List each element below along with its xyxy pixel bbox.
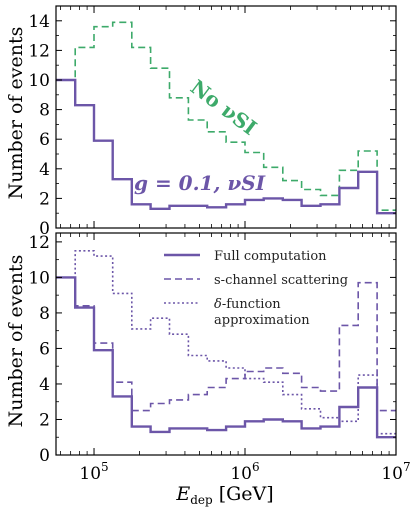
y-tick-label: 14 xyxy=(28,12,50,32)
x-tick-label: 106 xyxy=(230,460,259,484)
bottom-y-axis-title: Number of events xyxy=(5,255,27,428)
plot-frame xyxy=(55,5,397,229)
legend-label-1: s-channel scattering xyxy=(214,273,348,288)
y-tick-label: 0 xyxy=(39,219,50,239)
y-tick-label: 0 xyxy=(39,446,50,466)
x-axis-title: Edep [GeV] xyxy=(175,483,273,507)
legend-label-2: δ-function approximation xyxy=(214,297,310,328)
y-tick-label: 6 xyxy=(39,130,50,150)
x-tick-label: 105 xyxy=(79,460,108,484)
y-tick-label: 2 xyxy=(39,189,50,209)
y-tick-label: 8 xyxy=(39,304,50,324)
y-tick-label: 6 xyxy=(39,339,50,359)
top-panel: 0 2 4 6 8 10 12 14 xyxy=(28,5,397,239)
legend: Full computation s-channel scattering δ-fu… xyxy=(164,249,348,328)
y-tick-label: 8 xyxy=(39,101,50,121)
plot-frame xyxy=(55,232,397,456)
bottom-panel: 0 2 4 6 8 10 12 105 106 107 Full computation s-chan… xyxy=(28,232,411,484)
y-tick-label: 10 xyxy=(28,268,50,288)
y-tick-label: 10 xyxy=(28,71,50,91)
y-tick-label: 12 xyxy=(28,41,50,61)
legend-label-0: Full computation xyxy=(214,249,327,264)
series-line-1 xyxy=(56,78,396,215)
y-tick-label: 12 xyxy=(28,233,50,253)
annotation-g-nusi: g = 0.1, νSI xyxy=(134,171,266,195)
y-tick-label: 4 xyxy=(39,160,50,180)
x-tick-label: 107 xyxy=(381,460,410,484)
y-tick-label: 2 xyxy=(39,410,50,430)
y-tick-label: 4 xyxy=(39,375,50,395)
annotation-no-nusi: No νSI xyxy=(186,75,261,140)
series-line-1 xyxy=(56,276,396,412)
top-y-axis-title: Number of events xyxy=(5,27,27,200)
